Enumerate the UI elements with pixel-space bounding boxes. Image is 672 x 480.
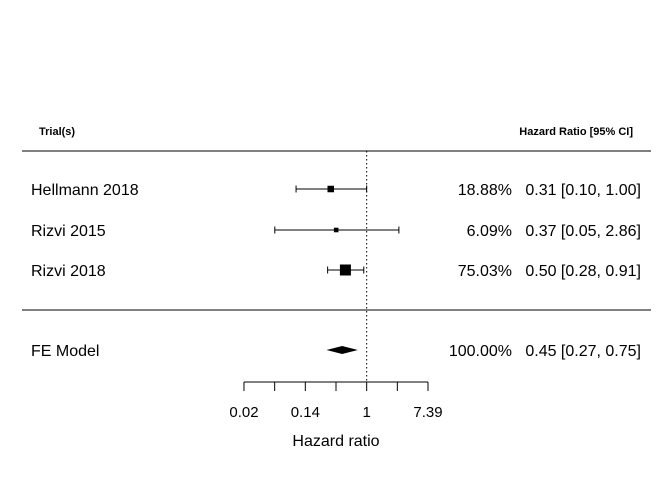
header-trials: Trial(s) (39, 126, 75, 138)
x-tick-label: 1 (362, 404, 370, 421)
study-weight: 75.03% (458, 263, 512, 280)
study-rows: Hellmann 2018 18.88% 0.31 [0.10, 1.00] Rizv… (31, 182, 641, 280)
study-label: Rizvi 2015 (31, 223, 106, 240)
header-hazard-ratio-ci: Hazard Ratio [95% CI] (519, 126, 633, 138)
point-estimate-square (327, 185, 335, 193)
point-estimate-square (339, 264, 351, 276)
study-row: Rizvi 2015 6.09% 0.37 [0.05, 2.86] (31, 223, 641, 240)
point-estimate-square (333, 227, 339, 233)
summary-weight: 100.00% (449, 343, 512, 360)
study-estimate-ci: 0.50 [0.28, 0.91] (525, 263, 641, 280)
study-label: Rizvi 2018 (31, 263, 106, 280)
study-weight: 18.88% (458, 182, 512, 199)
study-weight: 6.09% (467, 223, 512, 240)
summary-diamond (326, 346, 358, 354)
x-tick-label: 0.14 (291, 404, 320, 421)
x-axis-title: Hazard ratio (292, 433, 379, 450)
study-estimate-ci: 0.37 [0.05, 2.86] (525, 223, 641, 240)
study-estimate-ci: 0.31 [0.10, 1.00] (525, 182, 641, 199)
x-tick-label: 7.39 (413, 404, 442, 421)
study-label: Hellmann 2018 (31, 182, 139, 199)
study-row: Rizvi 2018 75.03% 0.50 [0.28, 0.91] (31, 263, 641, 280)
x-tick-label: 0.02 (229, 404, 258, 421)
summary-row: FE Model 100.00% 0.45 [0.27, 0.75] (31, 343, 641, 360)
study-row: Hellmann 2018 18.88% 0.31 [0.10, 1.00] (31, 182, 641, 199)
summary-label: FE Model (31, 343, 99, 360)
summary-estimate-ci: 0.45 [0.27, 0.75] (525, 343, 641, 360)
x-axis: 0.02 0.14 1 7.39 (229, 381, 443, 421)
